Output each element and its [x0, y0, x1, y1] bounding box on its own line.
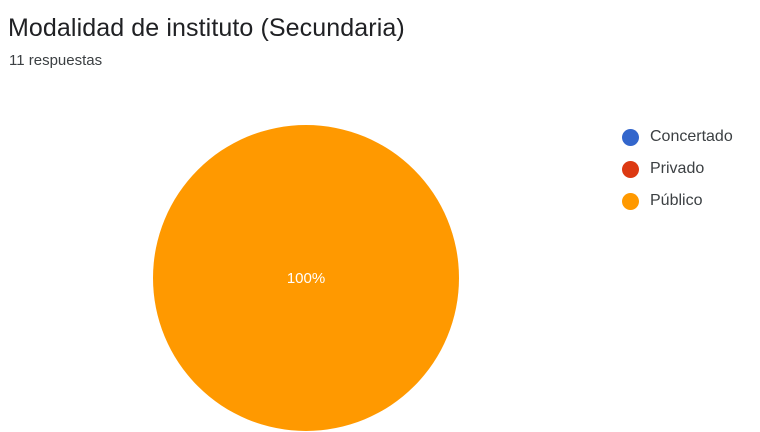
- legend-swatch-privado: [622, 160, 639, 178]
- legend-item-privado[interactable]: Privado: [622, 153, 733, 185]
- pie-slices: [153, 125, 459, 431]
- pie-slice-publico[interactable]: [153, 125, 459, 431]
- legend-swatch-publico: [622, 192, 639, 210]
- legend-label-concertado: Concertado: [650, 128, 733, 145]
- legend-label-privado: Privado: [650, 160, 705, 177]
- legend-label-publico: Público: [650, 192, 703, 209]
- chart-title: Modalidad de instituto (Secundaria): [8, 14, 405, 42]
- pie-labels: 100%: [287, 270, 325, 287]
- legend-swatch-concertado: [622, 128, 639, 146]
- legend-item-concertado[interactable]: Concertado: [622, 121, 733, 153]
- chart-legend: Concertado Privado Público: [622, 121, 733, 217]
- response-count: 11 respuestas: [9, 52, 103, 69]
- slice-label-publico: 100%: [287, 270, 325, 287]
- legend-item-publico[interactable]: Público: [622, 185, 733, 217]
